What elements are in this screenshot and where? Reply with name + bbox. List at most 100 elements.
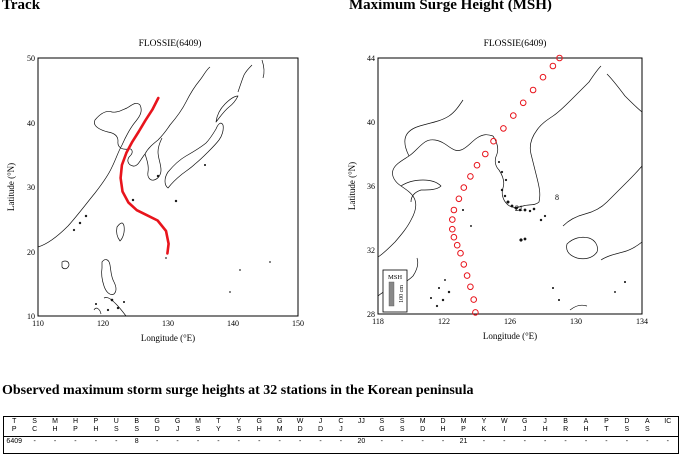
msh-track-markers [449, 54, 563, 316]
station-header-cell: CJ [331, 417, 351, 437]
track-marker [467, 283, 474, 291]
station-code: JJ [357, 418, 365, 425]
station-header-cell: SC [24, 417, 44, 437]
station-code: MD [419, 418, 426, 433]
station-header-cell: MH [45, 417, 65, 437]
msh-x-tick: 122 [438, 317, 450, 326]
msh-y-tick: 36 [367, 182, 375, 191]
msh-y-axis-label: Latitude (°N) [347, 162, 357, 210]
station-header-cell: SG [372, 417, 392, 437]
station-header-cell: YK [474, 417, 494, 437]
station-value-cell: 6409 [4, 436, 25, 446]
track-marker [500, 125, 507, 132]
station-header-cell: WD [290, 417, 310, 437]
msh-y-tick: 32 [367, 246, 375, 255]
msh-map-frame [377, 57, 643, 315]
station-value-cell: - [187, 436, 209, 446]
track-map-x-ticks: 110 120 130 140 150 [32, 319, 304, 328]
msh-map-x-ticks: 118 122 126 130 134 [372, 317, 648, 326]
station-value-cell: - [208, 436, 229, 446]
station-header-cell: JH [535, 417, 555, 437]
track-x-axis-label: Longitude (°E) [141, 333, 195, 343]
track-marker [519, 99, 527, 107]
station-code: DH [440, 418, 446, 433]
track-marker [449, 225, 456, 233]
station-code: YS [236, 418, 242, 433]
track-map: FLOSSIE(6409) 110 120 130 140 15 [6, 38, 304, 343]
station-code: GJ [174, 418, 181, 433]
station-code: SS [399, 418, 405, 433]
msh-legend-scale: 100 cm [399, 285, 405, 303]
msh-x-axis-label: Longitude (°E) [483, 331, 537, 341]
track-map-islands [72, 163, 271, 312]
msh-x-tick: 134 [636, 317, 648, 326]
track-marker [556, 54, 563, 62]
station-value-cell: - [412, 436, 433, 446]
msh-map-coastlines [377, 65, 643, 311]
station-header-cell: GM [269, 417, 289, 437]
track-x-tick: 140 [227, 319, 239, 328]
station-value-cell: - [432, 436, 454, 446]
track-marker [467, 173, 474, 180]
station-header-cell: GH [249, 417, 269, 437]
station-code: WD [296, 418, 304, 433]
station-code: GM [276, 418, 283, 433]
station-header-cell: DS [617, 417, 637, 437]
msh-map-title: FLOSSIE(6409) [484, 38, 547, 49]
msh-x-tick: 126 [504, 317, 516, 326]
track-marker [457, 249, 464, 257]
track-marker [450, 233, 458, 241]
station-code: YK [481, 418, 487, 433]
station-value-cell: - [371, 436, 393, 446]
msh-legend: MSH 100 cm [382, 269, 408, 313]
station-header-cell: HP [65, 417, 85, 437]
table-title: Observed maximum storm surge heights at … [2, 383, 474, 398]
station-value-cell: - [555, 436, 576, 446]
station-code: PT [604, 418, 609, 433]
track-map-coastlines [37, 59, 265, 317]
station-code: BS [134, 418, 140, 433]
station-value-cell: 21 [453, 436, 474, 446]
station-header-cell: PT [596, 417, 616, 437]
station-code: WI [501, 418, 508, 433]
station-header-cell: WI [494, 417, 514, 437]
station-label-21: 21 [515, 204, 523, 213]
station-table: TP SC MH HP PH US BS GD GJ MS TY YS GH GM WD JD CJ JJ SG SS… [3, 416, 679, 454]
station-header-cell: MS [188, 417, 208, 437]
station-code: TY [216, 418, 221, 433]
station-value-cell: - [473, 436, 495, 446]
track-map-frame [37, 57, 299, 317]
msh-map-y-ticks: 28 32 36 40 44 [367, 54, 375, 319]
station-header-cell: JJ [351, 417, 371, 437]
station-code: AS [644, 418, 650, 433]
station-value-cell: - [330, 436, 352, 446]
track-marker [463, 272, 471, 279]
station-code: GD [154, 418, 160, 433]
track-y-tick: 40 [27, 119, 35, 128]
station-value-cell: - [44, 436, 66, 446]
track-y-axis-label: Latitude (°N) [6, 163, 16, 211]
track-y-tick: 10 [27, 312, 35, 321]
track-y-tick: 30 [27, 183, 35, 192]
station-code: MH [52, 418, 58, 433]
station-code: SC [32, 418, 38, 433]
station-header-cell: DH [433, 417, 453, 437]
station-value-cell: - [392, 436, 413, 446]
station-header-cell: PH [86, 417, 106, 437]
station-header-cell: MD [412, 417, 432, 437]
station-code: MP [460, 418, 467, 433]
station-code: DS [624, 418, 630, 433]
msh-y-tick: 28 [367, 310, 375, 319]
track-x-tick: 120 [97, 319, 109, 328]
station-value-cell: - [534, 436, 556, 446]
station-code: MS [195, 418, 201, 433]
station-header-cell: AH [576, 417, 596, 437]
station-value-cell: - [575, 436, 597, 446]
track-marker [549, 62, 557, 70]
station-code: IC [664, 418, 672, 425]
station-code: CJ [338, 418, 344, 433]
msh-map: FLOSSIE(6409) 8 21 MSH [347, 38, 648, 341]
track-heading: Track [2, 0, 41, 13]
station-header-row: TP SC MH HP PH US BS GD GJ MS TY YS GH GM WD JD CJ JJ SG SS… [4, 417, 678, 437]
station-value-cell: - [24, 436, 45, 446]
